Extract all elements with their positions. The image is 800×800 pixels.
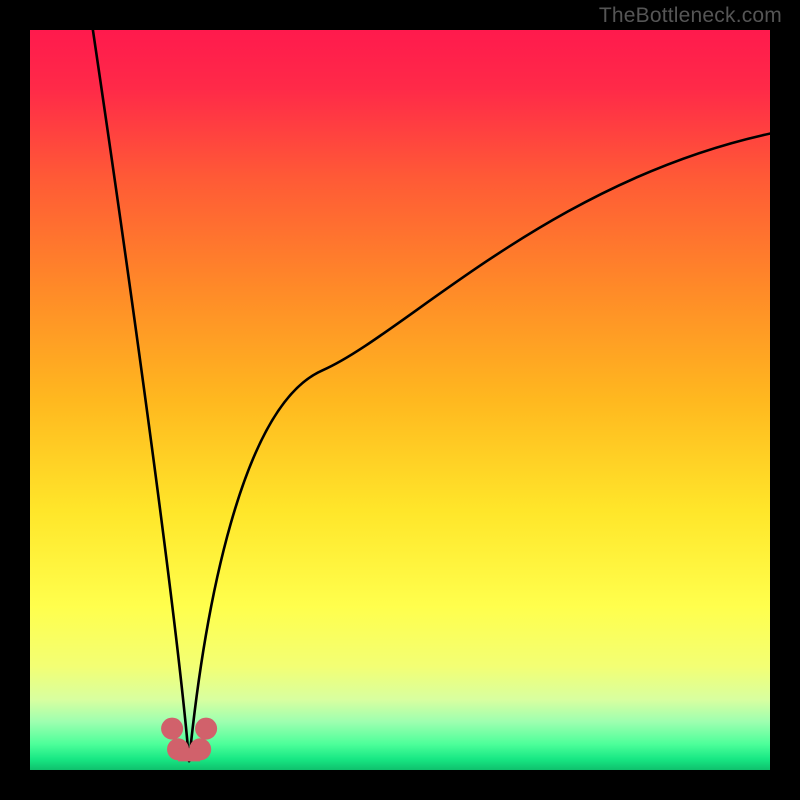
bottleneck-curve bbox=[93, 30, 189, 761]
watermark-text: TheBottleneck.com bbox=[599, 4, 782, 28]
trough-marker bbox=[195, 718, 217, 740]
bottleneck-curve bbox=[189, 134, 770, 762]
chart-container: TheBottleneck.com bbox=[0, 0, 800, 800]
curve-layer bbox=[30, 30, 770, 770]
trough-marker-join bbox=[178, 748, 200, 761]
trough-marker bbox=[161, 718, 183, 740]
plot-area bbox=[30, 30, 770, 770]
